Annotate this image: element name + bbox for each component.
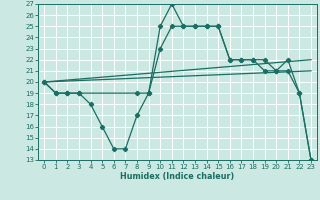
X-axis label: Humidex (Indice chaleur): Humidex (Indice chaleur) — [120, 172, 235, 181]
